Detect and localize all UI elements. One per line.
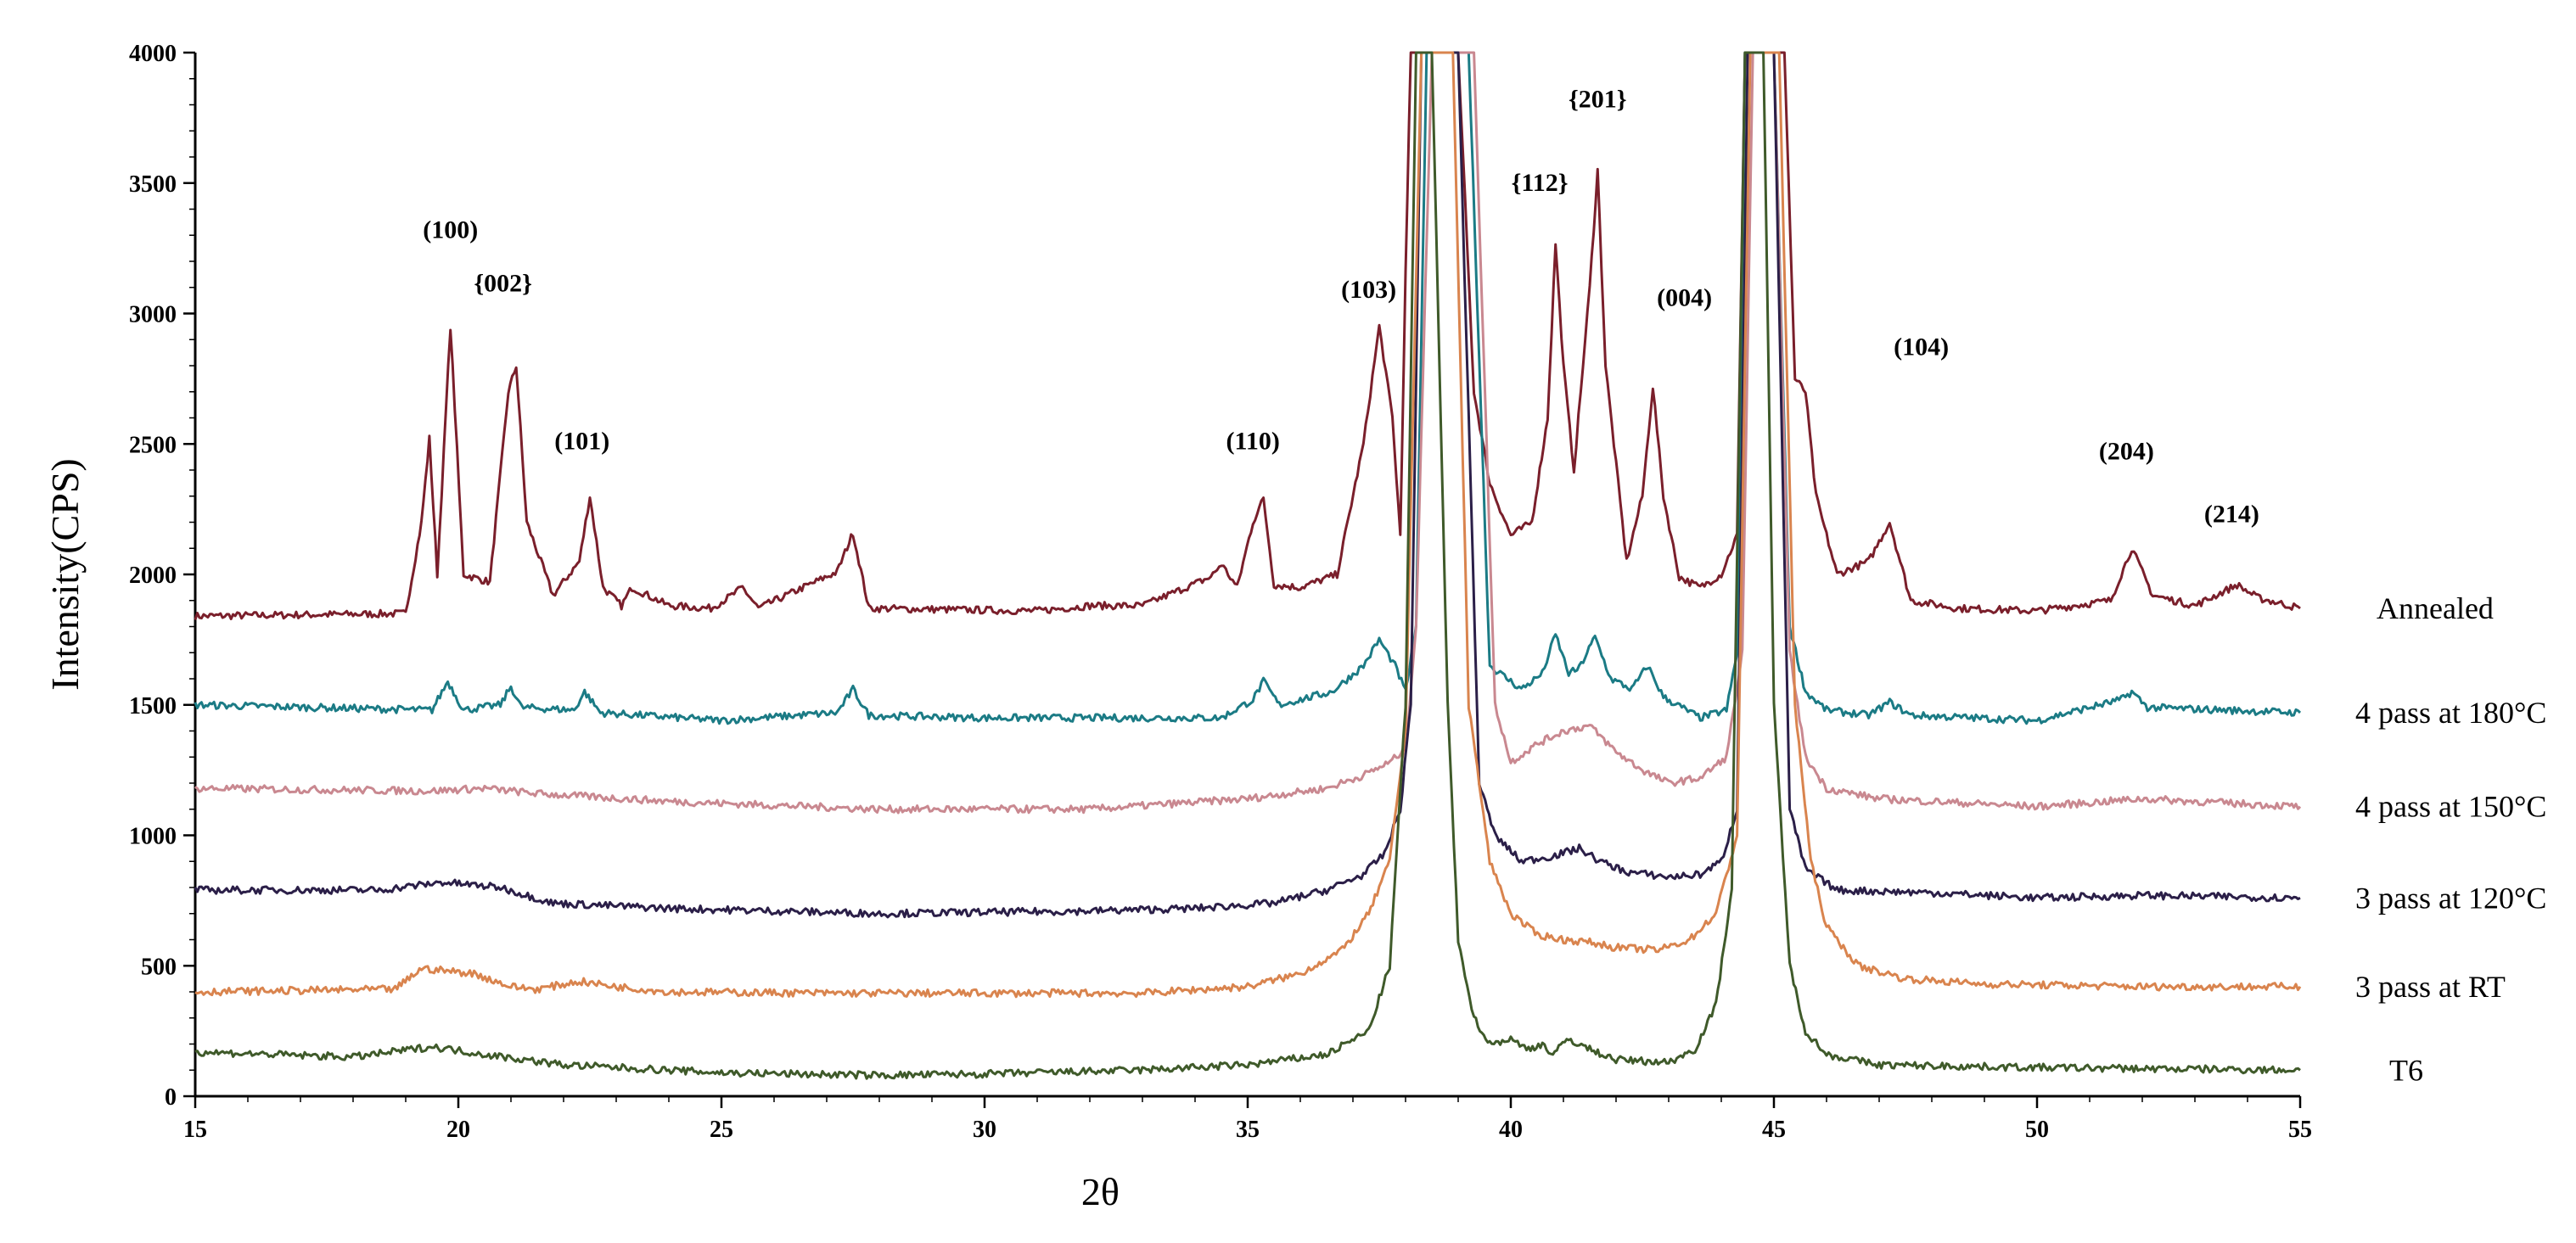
series-line-5	[194, 51, 2301, 1080]
y-tick-label: 4000	[129, 41, 177, 67]
y-tick-label: 2500	[129, 432, 177, 458]
peak-label-8: (104)	[1894, 333, 1949, 361]
series-label-0: Annealed	[2377, 591, 2494, 625]
peak-label-1: {002}	[474, 269, 532, 297]
y-tick-label: 1000	[129, 824, 177, 850]
x-tick-label: 15	[183, 1117, 207, 1143]
peak-label-7: (004)	[1657, 283, 1712, 311]
y-tick-label: 3500	[129, 171, 177, 198]
x-ticks: 15 20 25 30 35 40 45 50 55	[183, 1096, 2312, 1143]
x-tick-label: 35	[1236, 1117, 1260, 1143]
peak-labels: (100) {002} (101) (110) (103) {112} {201} (004)…	[423, 86, 2259, 529]
x-tick-label: 20	[446, 1117, 470, 1143]
series-line-1	[194, 51, 2302, 725]
peak-label-0: (100)	[423, 216, 478, 244]
y-tick-label: 1500	[129, 693, 177, 719]
series-line-0	[194, 51, 2301, 620]
x-axis-title: 2θ	[1081, 1170, 1120, 1213]
series-label-2: 4 pass at 150°C	[2355, 790, 2546, 824]
peak-label-4: (103)	[1341, 276, 1396, 304]
y-axis-title: Intensity(CPS)	[43, 458, 87, 690]
x-tick-label: 55	[2288, 1117, 2312, 1143]
series-line-3	[194, 51, 2301, 919]
y-tick-label: 3000	[129, 302, 177, 328]
peak-label-2: (101)	[554, 427, 609, 455]
peak-label-10: (214)	[2204, 501, 2259, 529]
peak-label-9: (204)	[2099, 438, 2154, 466]
y-tick-label: 0	[165, 1084, 177, 1111]
x-tick-label: 45	[1762, 1117, 1786, 1143]
x-tick-label: 30	[973, 1117, 996, 1143]
axes: 0 500 1000 1500 2000 2500 3000 3500 4000 15 20 25 3…	[129, 41, 2312, 1143]
series-line-2	[194, 51, 2302, 815]
series-label-4: 3 pass at RT	[2355, 970, 2506, 1004]
y-ticks: 0 500 1000 1500 2000 2500 3000 3500 4000	[129, 41, 195, 1111]
series-label-1: 4 pass at 180°C	[2355, 696, 2546, 730]
series-group	[194, 51, 2302, 1080]
peak-label-6: {201}	[1569, 86, 1627, 114]
series-line-4	[194, 51, 2302, 999]
peak-label-3: (110)	[1226, 427, 1280, 455]
peak-label-5: {112}	[1512, 169, 1569, 197]
series-labels: Annealed 4 pass at 180°C 4 pass at 150°C 3 …	[2355, 591, 2546, 1087]
x-tick-label: 25	[710, 1117, 733, 1143]
series-label-3: 3 pass at 120°C	[2355, 881, 2546, 915]
series-label-5: T6	[2389, 1053, 2423, 1087]
y-tick-label: 2000	[129, 563, 177, 589]
y-tick-label: 500	[141, 954, 177, 980]
x-tick-label: 50	[2025, 1117, 2049, 1143]
x-tick-label: 40	[1499, 1117, 1523, 1143]
